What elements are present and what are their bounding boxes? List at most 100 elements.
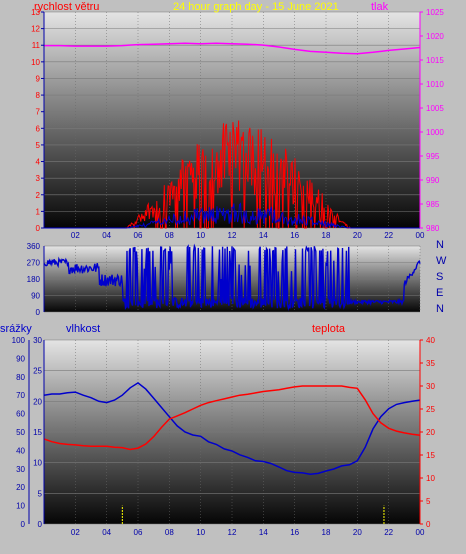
temperature-line (43, 385, 421, 451)
x-tick-label: 18 (322, 528, 331, 537)
rain-tick-label: 60 (16, 410, 25, 419)
rain-tick-label: 0 (21, 520, 26, 529)
temperature-tick-label: 10 (426, 474, 435, 483)
rain-tick-label: 90 (16, 354, 25, 363)
humidity-tick-label: 20 (33, 397, 42, 406)
x-tick-label: 22 (384, 528, 393, 537)
humidity-temperature-x-ticks: 02 04 06 08 10 12 14 16 18 20 22 00 (71, 528, 425, 537)
compass-label: E (436, 287, 443, 299)
wind-direction-line (43, 243, 421, 311)
x-tick-label: 12 (228, 528, 237, 537)
x-tick-label: 02 (71, 231, 80, 240)
wind-tick-label: 10 (31, 58, 40, 67)
temperature-axis-title: teplota (312, 323, 346, 335)
pressure-tick-label: 1015 (426, 56, 444, 65)
wind-tick-label: 8 (36, 91, 41, 100)
rain-tick-label: 20 (16, 483, 25, 492)
direction-tick-label: 360 (27, 242, 41, 251)
x-tick-label: 08 (165, 528, 174, 537)
x-tick-label: 04 (102, 231, 111, 240)
wind-tick-label: 0 (36, 224, 41, 233)
humidity-tick-label: 15 (33, 428, 42, 437)
pressure-tick-label: 985 (426, 200, 440, 209)
wind-tick-label: 2 (36, 191, 41, 200)
pressure-tick-label: 995 (426, 152, 440, 161)
x-tick-label: 08 (165, 231, 174, 240)
chart-title: 24 hour graph day - 15 June 2021 (173, 1, 339, 13)
direction-axis-ticks: 0 90 180 270 360 (27, 242, 41, 317)
humidity-temperature-series (43, 381, 421, 475)
temperature-tick-label: 30 (426, 382, 435, 391)
pressure-tick-label: 990 (426, 176, 440, 185)
direction-tick-label: 0 (36, 308, 41, 317)
temperature-tick-label: 40 (426, 336, 435, 345)
compass-label: S (436, 271, 443, 283)
wind-tick-label: 12 (31, 25, 40, 34)
humidity-line (43, 381, 421, 475)
rain-tick-label: 50 (16, 428, 25, 437)
pressure-series (44, 42, 421, 55)
temperature-tick-label: 20 (426, 428, 435, 437)
x-tick-label: 00 (416, 528, 425, 537)
x-tick-label: 14 (259, 231, 268, 240)
x-tick-label: 20 (353, 528, 362, 537)
wind-tick-label: 13 (31, 8, 40, 17)
rain-tick-label: 80 (16, 373, 25, 382)
pressure-tick-label: 1025 (426, 8, 444, 17)
x-tick-label: 02 (71, 528, 80, 537)
wind-tick-label: 1 (36, 207, 41, 216)
wind-tick-label: 3 (36, 174, 41, 183)
humidity-temperature-grid (44, 339, 421, 525)
x-tick-label: 04 (102, 528, 111, 537)
x-tick-label: 16 (290, 231, 299, 240)
pressure-tick-label: 980 (426, 224, 440, 233)
x-tick-label: 14 (259, 528, 268, 537)
rain-tick-label: 30 (16, 465, 25, 474)
temperature-tick-label: 5 (426, 497, 431, 506)
humidity-axis-ticks: 0 5 10 15 20 25 30 (33, 336, 42, 529)
rain-tick-label: 40 (16, 446, 25, 455)
x-tick-label: 10 (196, 231, 205, 240)
rain-axis-ticks: 0 10 20 30 40 50 60 70 80 90 100 (12, 336, 26, 529)
wind-tick-label: 6 (36, 124, 41, 133)
wind-tick-label: 5 (36, 141, 41, 150)
humidity-tick-label: 0 (38, 520, 43, 529)
pressure-tick-label: 1010 (426, 80, 444, 89)
rain-series (121, 505, 385, 524)
compass-label: N (436, 303, 444, 315)
x-tick-label: 10 (196, 528, 205, 537)
rain-tick-label: 70 (16, 391, 25, 400)
wind-tick-label: 7 (36, 108, 41, 117)
x-tick-label: 16 (290, 528, 299, 537)
temperature-tick-label: 0 (426, 520, 431, 529)
humidity-tick-label: 5 (38, 489, 43, 498)
x-tick-label: 06 (134, 231, 143, 240)
wind-direction-series (43, 243, 421, 311)
x-tick-label: 00 (416, 231, 425, 240)
temperature-tick-label: 15 (426, 451, 435, 460)
direction-tick-label: 90 (31, 292, 40, 301)
x-tick-label: 20 (353, 231, 362, 240)
x-tick-label: 18 (322, 231, 331, 240)
pressure-axis-ticks: 980 985 990 995 1000 1005 1010 1015 1020 1025 (420, 8, 444, 233)
pressure-axis-title: tlak (371, 1, 389, 13)
rain-tick-label: 100 (12, 336, 26, 345)
rain-axis-title: srážky (0, 323, 32, 335)
rain-tick-label: 10 (16, 502, 25, 511)
wind-average-line (44, 202, 420, 229)
humidity-tick-label: 10 (33, 459, 42, 468)
x-tick-label: 06 (134, 528, 143, 537)
wind-tick-label: 11 (32, 41, 41, 50)
humidity-temperature-panel: 0 10 20 30 40 50 60 70 80 90 100 0 5 10 15 20 25 30 0 5 10… (0, 323, 435, 537)
temperature-tick-label: 25 (426, 405, 435, 414)
x-tick-label: 12 (228, 231, 237, 240)
direction-tick-label: 180 (27, 275, 41, 284)
compass-label: N (436, 239, 444, 251)
wind-series (44, 120, 420, 229)
wind-pressure-x-ticks: 02 04 06 08 10 12 14 16 18 20 22 00 (71, 231, 425, 240)
compass-label: W (436, 255, 447, 267)
